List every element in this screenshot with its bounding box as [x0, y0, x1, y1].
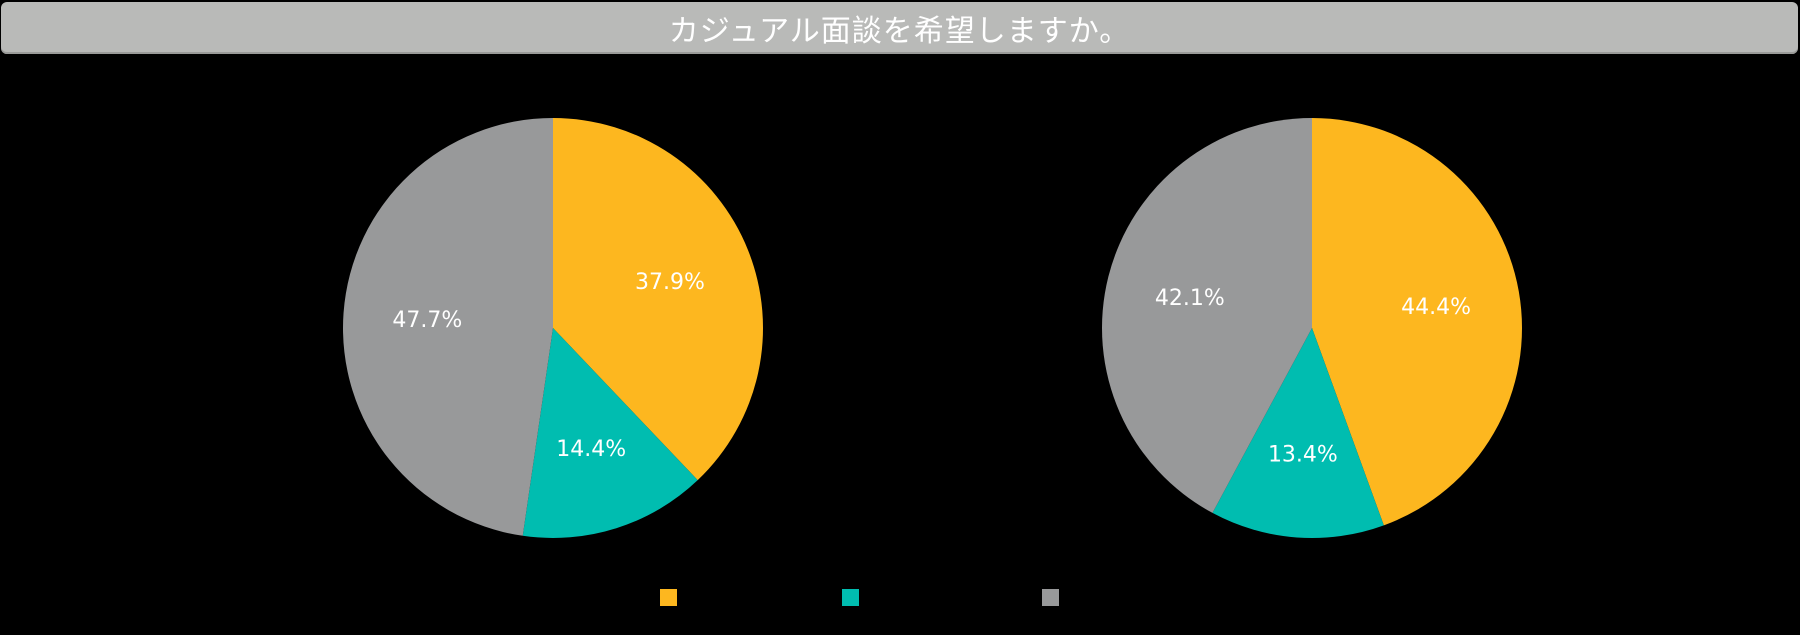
slice-teal[interactable]	[522, 328, 698, 538]
legend-item-yellow[interactable]	[660, 589, 685, 606]
data-label: 14.4%	[556, 437, 626, 462]
slice-gray[interactable]	[342, 118, 553, 536]
slice-yellow[interactable]	[1312, 118, 1522, 526]
data-label: 13.4%	[1268, 443, 1338, 468]
legend-swatch-teal	[842, 589, 859, 606]
data-label: 47.7%	[392, 308, 462, 333]
legend-swatch-yellow	[660, 589, 677, 606]
title-bar: カジュアル面談を希望しますか。	[1, 2, 1798, 54]
data-label: 44.4%	[1401, 295, 1471, 320]
slice-yellow[interactable]	[553, 118, 764, 481]
legend-item-gray[interactable]	[1042, 589, 1067, 606]
page-title: カジュアル面談を希望しますか。	[668, 14, 1131, 49]
data-label: 42.1%	[1155, 286, 1225, 311]
legend-item-teal[interactable]	[842, 589, 867, 606]
legend-swatch-gray	[1042, 589, 1059, 606]
pie-chart-left: 37.9% 14.4% 47.7%	[342, 118, 764, 538]
data-label: 37.9%	[635, 270, 705, 295]
slice-gray[interactable]	[1101, 118, 1312, 513]
pie-chart-right: 44.4% 13.4% 42.1%	[1101, 118, 1522, 538]
slice-teal[interactable]	[1212, 328, 1384, 538]
legend	[0, 589, 1800, 607]
